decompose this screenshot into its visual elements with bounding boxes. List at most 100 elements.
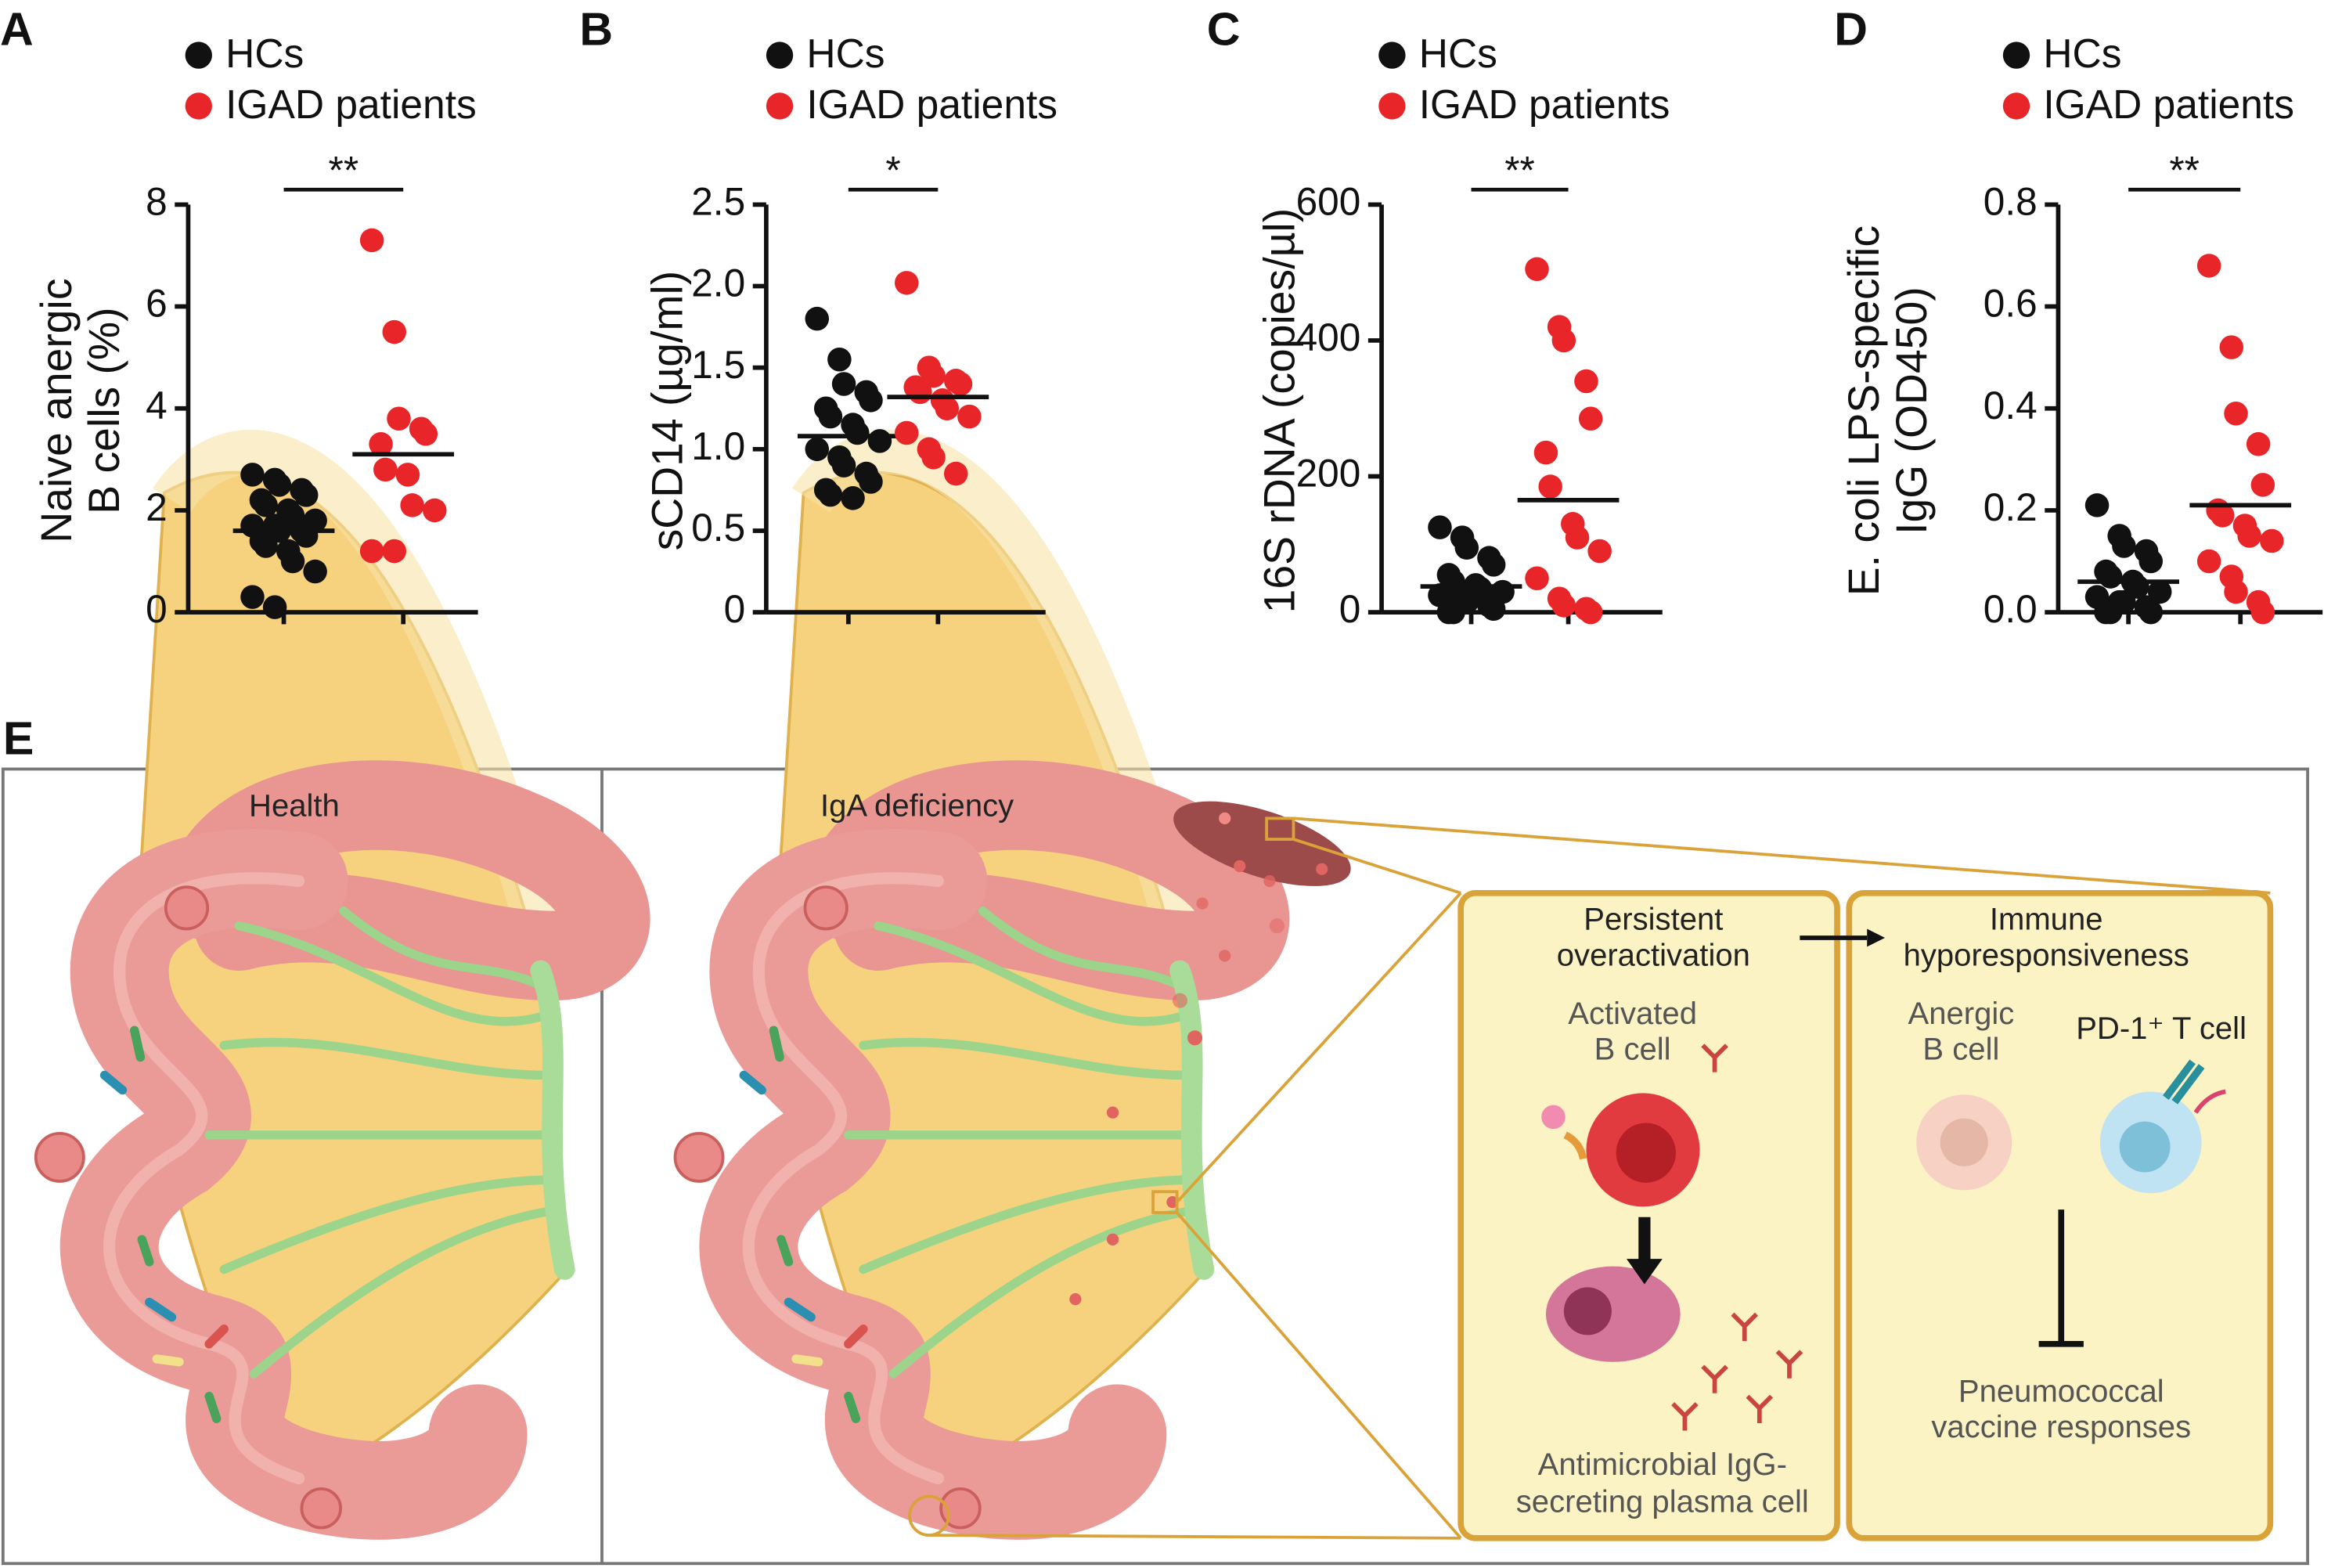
data-point (831, 372, 856, 396)
data-point (2250, 473, 2275, 497)
legend-label: IGAD patients (1419, 81, 1670, 127)
data-point (2246, 432, 2271, 456)
data-point (921, 363, 946, 388)
y-tick-label: 4 (146, 384, 168, 427)
y-tick-label: 0.0 (1983, 587, 2038, 631)
data-point (413, 422, 438, 446)
cell-illustrations (1541, 1059, 2226, 1362)
data-point (948, 372, 973, 396)
legend-marker (185, 41, 212, 69)
data-point (957, 404, 982, 429)
data-point (827, 347, 852, 372)
data-point (1481, 597, 1506, 622)
legend-marker (1378, 92, 1406, 120)
y-tick-label: 1.5 (691, 343, 745, 387)
y-axis-label: B cells (%) (80, 307, 128, 514)
data-point (818, 404, 843, 429)
data-point (400, 493, 424, 517)
data-point (359, 539, 384, 564)
data-point (254, 534, 278, 558)
arrows (1626, 928, 2084, 1347)
data-point (805, 306, 830, 331)
data-point (382, 319, 407, 344)
data-point (943, 461, 968, 486)
data-point (373, 457, 398, 482)
data-point (369, 432, 393, 456)
diagram-title: Health (249, 789, 340, 824)
data-point (1551, 328, 1576, 353)
data-point (2224, 579, 2248, 604)
box-title: Persistent (1584, 903, 1723, 937)
box-title: overactivation (1557, 938, 1750, 972)
legend-marker (2002, 41, 2030, 69)
y-tick-label: 200 (1296, 452, 1361, 496)
significance-label: ** (2169, 148, 2200, 192)
data-point (1565, 525, 1590, 550)
significance-label: * (885, 148, 900, 192)
data-point (859, 470, 883, 494)
data-point (387, 406, 411, 431)
data-point (894, 271, 919, 295)
data-point (1538, 474, 1562, 499)
y-tick-label: 0.6 (1983, 282, 2038, 326)
data-point (2138, 549, 2164, 574)
overactivation-box (1457, 889, 1840, 1541)
y-tick-label: 0.8 (1983, 179, 2038, 223)
data-point (382, 539, 407, 564)
y-tick-label: 0.4 (1983, 384, 2038, 427)
data-point (935, 396, 960, 420)
cell-label: B cell (1922, 1033, 1999, 1067)
data-point (867, 429, 892, 453)
y-tick-label: 1.0 (691, 424, 745, 468)
y-tick-label: 0.2 (1983, 485, 2038, 529)
y-axis-label: sCD14 (µg/ml) (643, 271, 691, 551)
y-tick-label: 2 (146, 485, 168, 529)
data-point (1578, 600, 1603, 625)
data-point (894, 420, 919, 445)
y-tick-label: 600 (1296, 179, 1361, 223)
cell-label: Activated (1568, 997, 1697, 1031)
cell-label: Antimicrobial IgG- (1538, 1447, 1787, 1482)
data-point (294, 483, 319, 507)
y-tick-label: 0 (146, 587, 168, 631)
data-point (1481, 553, 1506, 577)
data-point (240, 585, 265, 609)
y-tick-label: 6 (146, 282, 168, 326)
data-point (1578, 406, 1603, 431)
significance-label: ** (329, 148, 359, 192)
y-axis-label: IgG (OD450) (1887, 287, 1936, 535)
data-point (1587, 539, 1612, 564)
data-point (859, 388, 883, 413)
data-point (254, 493, 278, 517)
y-tick-label: 0.5 (691, 506, 745, 550)
legend-label: HCs (1419, 31, 1497, 76)
legend-label: IGAD patients (806, 81, 1058, 127)
data-point (845, 420, 870, 445)
data-point (240, 463, 265, 487)
antibodies (1671, 1044, 1803, 1431)
y-axis-label: Naive anergic (32, 279, 81, 543)
panel-label: A (0, 3, 34, 56)
data-point (280, 549, 305, 574)
data-point (1428, 515, 1452, 539)
legend-label: IGAD patients (2043, 81, 2294, 127)
cell-label: secreting plasma cell (1516, 1485, 1809, 1519)
data-point (2084, 493, 2110, 517)
data-point (1533, 440, 1558, 465)
cell-label: B cell (1594, 1033, 1671, 1067)
legend-label: HCs (225, 31, 304, 76)
y-axis-label: 16S rDNA (copies/µl) (1256, 208, 1304, 613)
y-axis-label: E. coli LPS-specific (1839, 225, 1888, 596)
data-point (2196, 254, 2221, 278)
data-point (1525, 257, 1549, 282)
zoom-lines (928, 816, 2271, 1540)
box-title: Immune (1990, 903, 2103, 937)
legend-marker (766, 41, 794, 69)
data-point (1551, 593, 1576, 618)
y-tick-label: 0 (724, 587, 746, 631)
cell-label: vaccine responses (1931, 1410, 2191, 1444)
y-tick-label: 400 (1296, 315, 1361, 359)
data-point (1441, 600, 1465, 625)
data-point (2112, 534, 2136, 558)
